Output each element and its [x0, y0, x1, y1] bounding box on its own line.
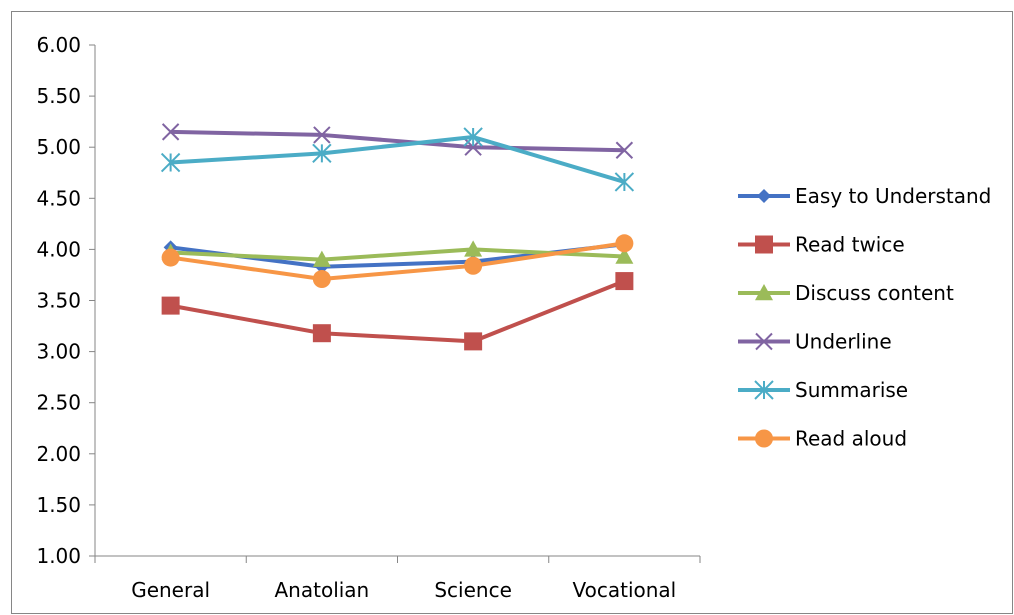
data-point [615, 272, 634, 291]
legend-entry: Discuss content [738, 281, 954, 305]
data-point [615, 141, 634, 159]
x-category-label: Science [434, 578, 512, 602]
y-tick-label: 3.00 [36, 340, 81, 364]
legend-marker [755, 332, 773, 351]
data-point [464, 256, 483, 275]
series-read-aloud [161, 234, 634, 289]
data-point [614, 172, 635, 192]
x-category-label: Vocational [573, 578, 677, 602]
series-underline [161, 123, 634, 159]
legend-label: Easy to Understand [795, 184, 991, 208]
series-line [170, 129, 625, 153]
series-summarise [160, 127, 635, 192]
y-tick-label: 3.50 [36, 289, 81, 313]
x-category-label: General [131, 578, 210, 602]
y-tick-label: 2.00 [36, 442, 81, 466]
y-tick-label: 4.00 [36, 237, 81, 261]
legend-marker [755, 429, 773, 448]
data-point [312, 143, 332, 164]
legend-label: Summarise [795, 378, 908, 402]
data-point [464, 332, 483, 351]
series-line [170, 241, 625, 282]
series-line [170, 279, 626, 344]
legend-entry: Underline [738, 330, 892, 354]
data-point [161, 123, 180, 141]
data-point [615, 247, 634, 264]
legend-entry: Summarise [738, 378, 908, 402]
axes: 1.00 1.50 2.00 2.50 3.00 3.50 4.00 4.50 5.00 5.50… [36, 33, 701, 602]
legend-label: Discuss content [795, 281, 954, 305]
y-tick-label: 4.50 [36, 186, 81, 210]
legend-marker [755, 235, 773, 254]
data-point [615, 234, 634, 253]
legend-label: Read twice [795, 233, 905, 257]
legend-marker [754, 380, 774, 400]
series-layer [160, 123, 635, 351]
series-read-twice [161, 272, 634, 351]
legend-entry: Easy to Understand [738, 184, 991, 208]
y-tick-label: 6.00 [36, 33, 81, 57]
data-point [463, 127, 483, 147]
legend-marker [757, 189, 771, 203]
legend: Easy to Understand Read twice Discuss cont… [738, 184, 991, 451]
x-category-label: Anatolian [275, 578, 370, 602]
series-line [170, 134, 625, 184]
data-point [161, 296, 180, 315]
data-point [312, 250, 331, 267]
data-point [312, 270, 331, 289]
data-point [160, 152, 181, 173]
legend-entry: Read aloud [738, 427, 907, 451]
legend-marker [755, 284, 773, 301]
data-point [313, 126, 331, 144]
y-tick-label: 5.50 [36, 84, 81, 108]
y-tick-label: 1.00 [36, 544, 81, 568]
y-tick-label: 2.50 [36, 391, 81, 415]
y-tick-label: 5.00 [36, 135, 81, 159]
y-tick-label: 1.50 [36, 493, 81, 517]
legend-label: Read aloud [795, 427, 907, 451]
data-point [161, 248, 180, 267]
legend-entry: Read twice [738, 233, 905, 257]
data-point [312, 324, 331, 343]
legend-label: Underline [795, 330, 892, 354]
data-point [464, 240, 483, 257]
